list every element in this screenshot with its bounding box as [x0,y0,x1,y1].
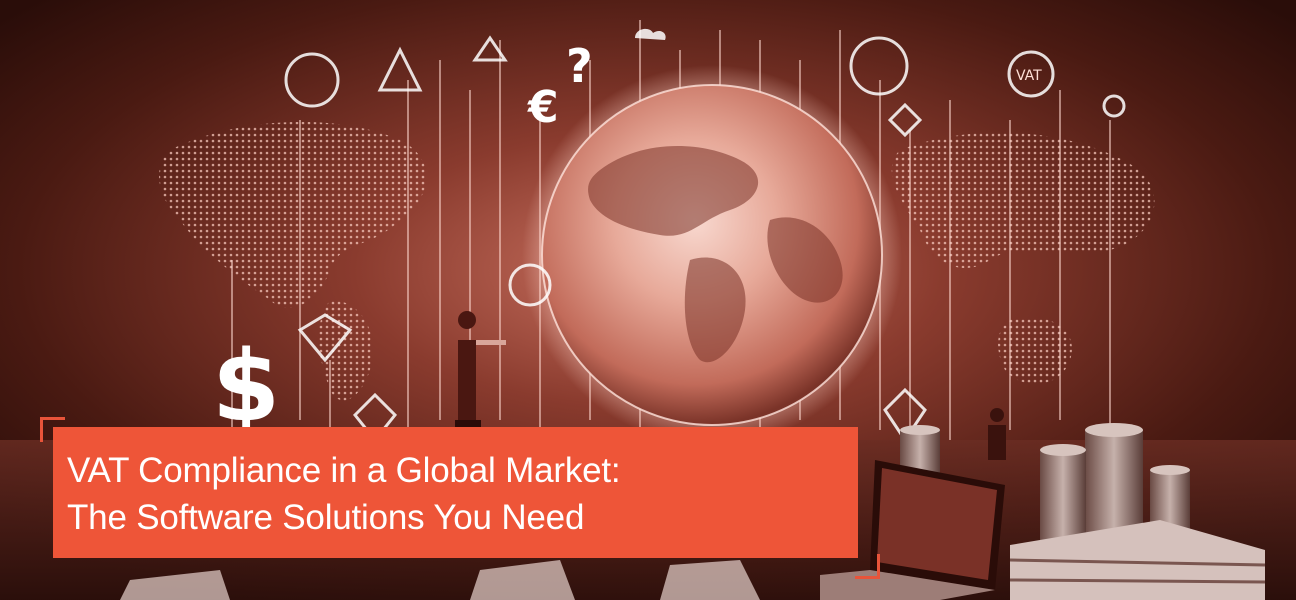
title-line-1: VAT Compliance in a Global Market: [67,451,621,490]
question-icon: ? [566,39,593,93]
globe-continents [588,146,843,363]
businessman-left [455,311,506,428]
decor-icons [284,35,1126,443]
star-icon [887,102,923,138]
banner-corner-bottom-right [855,554,880,579]
papers [120,560,760,600]
banner-corner-top-left [40,417,65,442]
triangle-icon [377,46,423,92]
businessman-right [988,408,1006,460]
books [1009,520,1266,600]
page-title: VAT Compliance in a Global Market: The S… [67,447,844,541]
dollar-sign-left: $ [212,330,280,444]
title-line-2: The Software Solutions You Need [67,498,585,537]
diamond-icon [297,313,353,363]
title-banner: VAT Compliance in a Global Market: The S… [53,427,858,558]
globe-outline [541,84,883,426]
laptop-icon [820,460,1005,600]
cloud-icon [635,28,666,40]
euro-icon: € [527,82,559,133]
vat-sign: VAT [1016,68,1042,84]
chart-badge-icon [849,36,909,96]
world-map [159,121,1155,401]
